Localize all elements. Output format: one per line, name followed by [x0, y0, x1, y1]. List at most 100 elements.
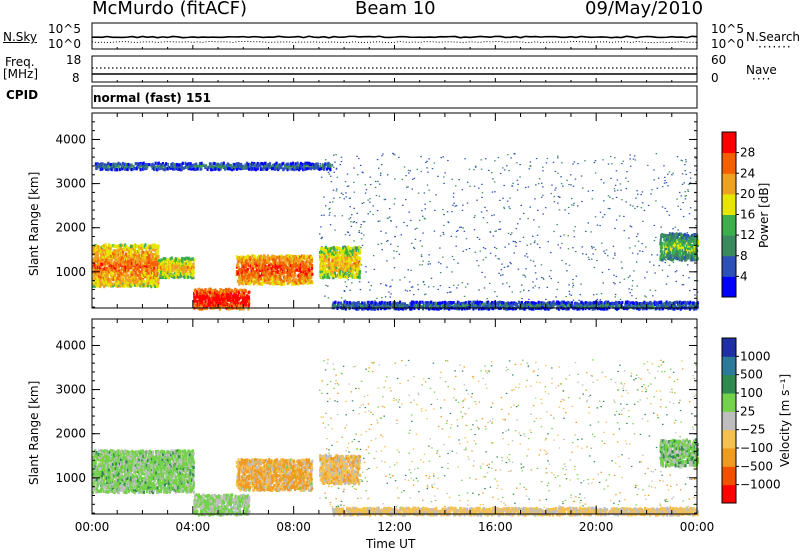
echo-point — [392, 153, 395, 155]
echo-point — [416, 227, 418, 229]
echo-cell — [252, 273, 256, 277]
noise-search-legend: ······· — [758, 40, 792, 54]
echo-point — [655, 236, 657, 239]
echo-cell — [630, 301, 633, 305]
echo-cell — [97, 248, 101, 253]
echo-cell — [125, 259, 128, 263]
echo-cell — [294, 273, 297, 278]
echo-cell — [380, 300, 384, 304]
echo-cell — [101, 282, 104, 287]
echo-point — [379, 174, 382, 176]
echo-cell — [649, 305, 652, 309]
echo-cell — [282, 272, 285, 277]
echo-cell — [126, 254, 129, 258]
echo-cell — [112, 276, 115, 280]
echo-cell — [98, 264, 101, 268]
echo-point — [349, 217, 352, 219]
echo-cell — [96, 278, 99, 283]
echo-cell — [355, 264, 359, 268]
echo-cell — [250, 271, 253, 275]
echo-cell — [674, 300, 677, 305]
echo-point — [506, 266, 509, 268]
echo-point — [339, 163, 342, 166]
echo-cell — [193, 295, 196, 299]
echo-cell — [106, 276, 109, 280]
echo-point — [620, 261, 623, 263]
echo-cell — [571, 303, 574, 307]
echo-cell — [488, 305, 491, 309]
echo-point — [439, 247, 441, 249]
echo-cell — [280, 267, 283, 271]
echo-cell — [190, 276, 194, 280]
echo-cell — [130, 163, 133, 167]
echo-cell — [334, 303, 337, 307]
echo-cell — [301, 267, 304, 272]
echo-cell — [303, 263, 306, 267]
echo-cell — [379, 307, 383, 311]
echo-cell — [535, 304, 538, 308]
echo-cell — [126, 167, 129, 172]
echo-point — [555, 296, 557, 298]
echo-point — [626, 300, 629, 302]
echo-cell — [163, 263, 166, 267]
echo-point — [511, 232, 513, 234]
echo-cell — [685, 238, 688, 243]
echo-point — [587, 190, 590, 192]
echo-cell — [293, 254, 296, 259]
echo-cell — [335, 254, 338, 258]
echo-cell — [234, 287, 237, 292]
echo-cell — [348, 273, 351, 278]
echo-cell — [254, 255, 257, 259]
echo-point — [408, 281, 411, 283]
echo-cell — [347, 264, 350, 268]
echo-cell — [154, 272, 157, 276]
echo-point — [372, 213, 374, 216]
echo-point — [565, 295, 567, 298]
echo-point — [524, 255, 526, 257]
echo-point — [641, 191, 644, 193]
echo-cell — [127, 277, 131, 281]
echo-point — [403, 221, 405, 224]
echo-point — [417, 288, 420, 291]
echo-cell — [343, 255, 346, 259]
echo-cell — [230, 291, 233, 295]
echo-point — [335, 168, 338, 170]
echo-cell — [144, 164, 147, 168]
echo-point — [491, 191, 494, 193]
nave-legend: ···· — [752, 72, 772, 86]
echo-cell — [285, 275, 288, 279]
echo-point — [572, 204, 575, 206]
echo-point — [649, 261, 651, 263]
echo-cell — [144, 243, 147, 247]
echo-region — [659, 232, 700, 262]
echo-point — [654, 289, 657, 292]
echo-cell — [643, 300, 646, 304]
echo-cell — [325, 249, 328, 253]
echo-cell — [146, 261, 149, 265]
echo-cell — [337, 257, 340, 262]
echo-cell — [358, 256, 361, 260]
echo-point — [485, 256, 487, 258]
echo-point — [451, 178, 453, 180]
echo-cell — [491, 301, 494, 305]
echo-cell — [442, 305, 445, 309]
echo-cell — [671, 232, 674, 236]
echo-cell — [310, 259, 313, 264]
echo-cell — [506, 301, 509, 305]
echo-cell — [646, 304, 649, 308]
echo-cell — [472, 303, 475, 307]
echo-cell — [265, 276, 268, 280]
echo-cell — [662, 234, 666, 239]
echo-cell — [127, 268, 130, 272]
echo-cell — [661, 245, 664, 249]
echo-cell — [682, 246, 685, 250]
echo-cell — [164, 265, 168, 269]
echo-point — [478, 289, 480, 291]
echo-cell — [542, 301, 545, 305]
echo-cell — [598, 300, 601, 304]
echo-cell — [358, 251, 361, 255]
echo-cell — [326, 264, 329, 268]
echo-cell — [456, 302, 459, 306]
echo-point — [514, 153, 516, 155]
echo-cell — [96, 267, 99, 272]
